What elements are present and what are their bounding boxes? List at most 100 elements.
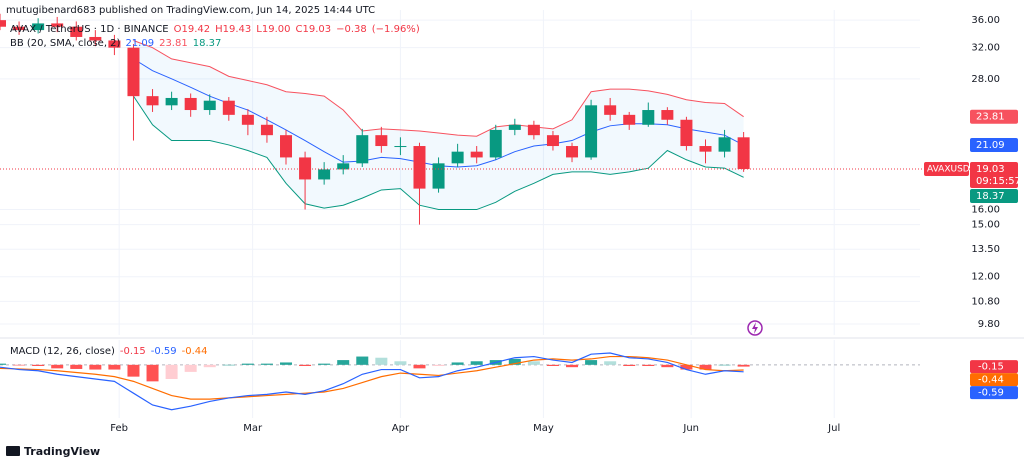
macd-histogram-bar (13, 364, 26, 366)
candle-body (203, 100, 216, 111)
macd-histogram-bar (585, 360, 598, 365)
candle-body (375, 135, 388, 147)
candle-body (508, 124, 521, 130)
macd-histogram-bar (70, 364, 83, 369)
y-tick-label: 9.80 (978, 319, 1000, 330)
macd-histogram-bar (527, 361, 540, 365)
candle-body (280, 135, 293, 158)
macd-histogram-bar (203, 364, 216, 368)
y-tick-label: 13.50 (971, 244, 1000, 255)
macd-name: MACD (12, 26, close) (10, 346, 115, 357)
legend-value: O19.42 (174, 24, 211, 35)
grid (0, 10, 920, 418)
candle-body (737, 137, 750, 170)
y-tick-label: 12.00 (971, 272, 1000, 283)
candle-body (546, 135, 559, 147)
candle-body (222, 100, 235, 115)
macd-histogram-bar (661, 364, 674, 368)
macd-histogram-bar (222, 364, 235, 366)
legend-value: L19.00 (256, 24, 290, 35)
basis-badge-label: 21.09 (976, 140, 1005, 151)
candle-body (32, 23, 45, 31)
legend-value: −0.38 (336, 24, 367, 35)
macd-badge (970, 360, 1018, 374)
macd-histogram-bar (451, 362, 464, 365)
candle-body (70, 26, 83, 37)
upper-band-badge-label: 23.81 (976, 112, 1005, 123)
candle-body (146, 96, 159, 106)
macd-histogram-bar (604, 361, 617, 365)
macd-histogram-bar (165, 364, 178, 379)
symbol-legend: AVAX / TetherUS · 1D · BINANCE O19.42 H19.… (10, 24, 420, 35)
footer-text: TradingView (24, 445, 100, 458)
lower-band-badge-label: 18.37 (976, 191, 1005, 202)
upper-band-badge (970, 109, 1018, 124)
macd-histogram-bar (718, 364, 731, 366)
x-tick-label: Feb (110, 423, 128, 434)
macd-badge-label: -0.44 (978, 375, 1004, 386)
macd-histogram-bar (737, 364, 750, 367)
candle-body (661, 110, 674, 120)
candle-body (489, 129, 502, 158)
lower-band-badge (970, 189, 1018, 204)
legend-value: H19.43 (215, 24, 251, 35)
macd-histogram-bar (680, 364, 693, 370)
candle-body (0, 20, 6, 27)
candle-body (699, 146, 712, 152)
y-tick-label: 36.00 (971, 15, 1000, 26)
candle-body (89, 36, 102, 41)
macd-histogram-bar (51, 364, 64, 369)
alert-icon[interactable] (747, 320, 763, 336)
macd-histogram-bar (642, 364, 655, 366)
y-tick-label: 28.00 (971, 74, 1000, 85)
candle-body (451, 151, 464, 164)
price-pane (0, 13, 750, 225)
bb-name: BB (20, SMA, close, 2) (10, 38, 121, 49)
candle-body (718, 137, 731, 152)
macd-histogram-bar (260, 363, 273, 365)
bb-legend: BB (20, SMA, close, 2) 21.09 23.81 18.37 (10, 38, 221, 49)
candle-body (337, 163, 350, 170)
symbol-badge (924, 162, 969, 177)
candle-body (318, 169, 331, 180)
macd-badge (970, 373, 1018, 387)
candle-body (108, 40, 121, 48)
macd-histogram-bar (184, 364, 197, 372)
macd-histogram-bar (508, 358, 521, 365)
candle-body (623, 114, 636, 125)
macd-histogram-bar (108, 364, 121, 370)
macd-histogram-bar (299, 364, 312, 366)
footer-logo[interactable]: TradingView (6, 445, 100, 458)
bb-basis-value: 21.09 (125, 38, 154, 49)
macd-histogram-bar (146, 364, 159, 382)
macd-histogram-bar (394, 361, 407, 365)
macd-histogram-bar (32, 364, 45, 366)
macd-histogram-bar (280, 362, 293, 365)
macd-histogram-bar (623, 364, 636, 366)
macd-histogram-bar (375, 357, 388, 365)
macd-value: -0.59 (151, 346, 177, 357)
chart-title: mutugibenard683 published on TradingView… (6, 5, 375, 16)
macd-line (0, 352, 744, 411)
macd-histogram-bar (413, 364, 426, 369)
y-tick-label: 10.80 (971, 296, 1000, 307)
macd-histogram-bar (566, 364, 579, 368)
candle-body (585, 105, 598, 158)
candle-body (241, 114, 254, 125)
candle-body (566, 146, 579, 158)
macd-histogram-bar (127, 364, 140, 377)
candle-body (604, 105, 617, 115)
macd-hist-value: -0.15 (120, 346, 146, 357)
macd-pane (0, 352, 920, 411)
last-price-badge (970, 162, 1018, 189)
macd-badge (970, 386, 1018, 400)
macd-histogram-bar (337, 360, 350, 365)
y-tick-label: 16.00 (971, 205, 1000, 216)
x-tick-label: Mar (243, 423, 263, 434)
macd-histogram-bar (432, 364, 445, 366)
basis-badge (970, 138, 1018, 153)
macd-histogram-bar (0, 363, 6, 365)
candle-body (51, 23, 64, 27)
candle-body (680, 119, 693, 147)
